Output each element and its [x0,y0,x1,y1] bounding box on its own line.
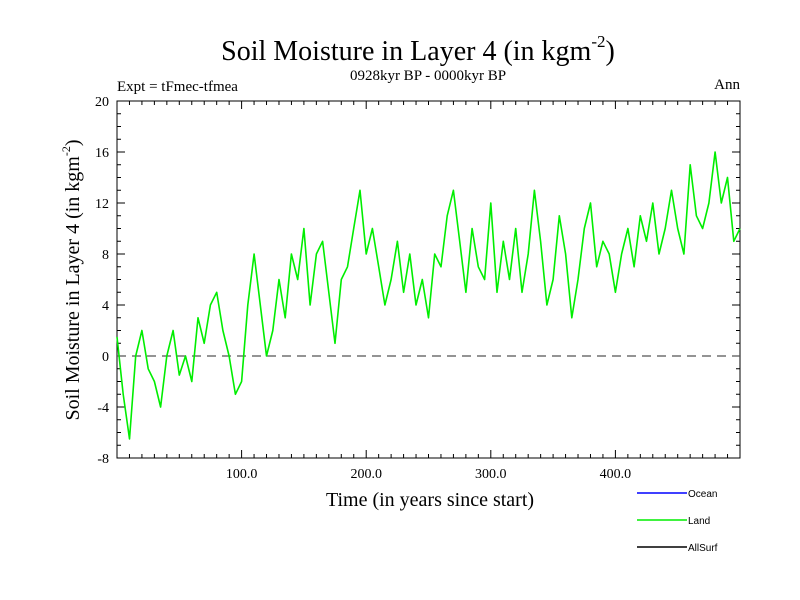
y-tick-labels: -8 -4 0 4 8 12 16 20 [95,95,109,467]
expt-label: Expt = tFmec-tfmea [117,79,238,95]
x-tick-label: 200.0 [350,467,382,482]
y-tick-label: 12 [95,197,109,212]
y-tick-label: 8 [102,248,109,263]
y-axis-label: Soil Moisture in Layer 4 (in kgm-2) [59,139,84,420]
x-tick-label: 400.0 [600,467,632,482]
season-label: Ann [714,77,740,93]
y-tick-label: 4 [102,299,109,314]
x-tick-label: 300.0 [475,467,507,482]
chart-subtitle: 0928kyr BP - 0000kyr BP [350,68,506,84]
legend: Ocean Land AllSurf [637,489,718,554]
y-tick-label: 0 [102,350,109,365]
series-layer [116,151,741,440]
y-tick-label: -8 [97,452,109,467]
x-axis-label: Time (in years since start) [326,489,534,511]
y-tick-label: 16 [95,146,109,161]
y-tick-label: -4 [97,401,109,416]
series-line-land [116,151,741,440]
y-tick-label: 20 [95,95,109,110]
plot-frame [116,100,741,459]
x-tick-labels: 100.0 200.0 300.0 400.0 [226,467,631,482]
legend-label-land: Land [688,516,710,527]
x-tick-label: 100.0 [226,467,258,482]
legend-label-allsurf: AllSurf [688,543,718,554]
legend-label-ocean: Ocean [688,489,717,500]
chart-title: Soil Moisture in Layer 4 (in kgm-2) [221,32,615,67]
ticks-layer [117,101,740,458]
